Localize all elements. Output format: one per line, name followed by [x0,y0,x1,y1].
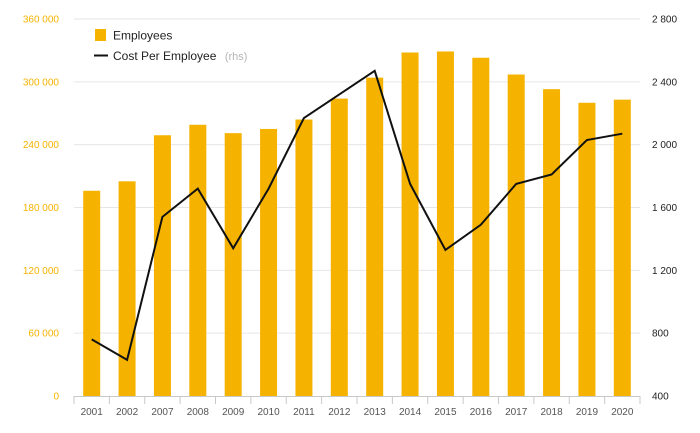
x-tick-label: 2020 [611,407,634,418]
x-tick-label: 2001 [81,407,104,418]
x-tick-label: 2019 [576,407,599,418]
left-tick-label: 180 000 [23,203,60,214]
right-tick-label: 2 800 [652,15,677,26]
x-tick-label: 2014 [399,407,422,418]
bar-2020 [613,99,631,396]
bar-2018 [543,89,561,397]
bar-2007 [153,135,171,396]
x-tick-label: 2011 [293,407,315,418]
right-axis-ticks: 400 800 1 200 1 600 2 000 2 400 2 800 [652,15,677,403]
right-tick-label: 1 200 [652,266,677,277]
right-tick-label: 800 [652,329,669,340]
right-tick-label: 2 000 [652,140,677,151]
x-tick-label: 2017 [505,407,528,418]
bar-2009 [224,133,242,396]
x-tick-label: 2008 [187,407,210,418]
legend-label-employees: Employees [113,29,172,43]
left-tick-label: 0 [53,392,59,403]
x-tick-label: 2013 [364,407,387,418]
left-tick-label: 60 000 [28,329,59,340]
x-axis: 2001 2002 2007 2008 2009 2010 2011 2012 2013 2014… [73,396,641,418]
x-tick-label: 2012 [328,407,351,418]
bar-2019 [578,102,596,397]
employee-bars [83,51,631,397]
legend: Employees Cost Per Employee (rhs) [94,29,247,64]
bar-2017 [507,74,525,396]
cost-per-employee-line [91,69,623,362]
x-tick-label: 2015 [434,407,457,418]
bar-2001 [83,190,101,396]
x-tick-label: 2009 [222,407,245,418]
left-tick-label: 120 000 [23,266,60,277]
bar-2015 [436,51,454,396]
legend-label-cost-main: Cost Per Employee [113,49,217,63]
x-tick-label: 2010 [257,407,280,418]
left-tick-label: 240 000 [23,140,60,151]
legend-swatch-employees [95,29,106,41]
right-tick-label: 2 400 [652,77,677,88]
bar-2008 [189,124,207,397]
x-tick-label: 2002 [116,407,139,418]
right-tick-label: 400 [652,392,669,403]
legend-label-cost: Cost Per Employee (rhs) [113,47,247,64]
legend-label-cost-rhs: (rhs) [225,51,248,63]
bar-2012 [330,98,348,396]
bar-2014 [401,52,419,397]
left-tick-label: 300 000 [23,77,60,88]
left-axis-ticks: 0 60 000 120 000 180 000 240 000 300 000 360 0… [23,15,60,403]
x-tick-label: 2016 [470,407,493,418]
left-tick-label: 360 000 [23,15,60,26]
right-tick-label: 1 600 [652,203,677,214]
cost-line-series [91,69,623,362]
bar-2002 [118,181,136,396]
bar-2013 [366,77,384,397]
x-tick-label: 2007 [151,407,174,418]
bar-2016 [472,57,490,396]
x-tick-label: 2018 [540,407,563,418]
bar-2011 [295,119,313,397]
bar-2010 [260,128,278,397]
